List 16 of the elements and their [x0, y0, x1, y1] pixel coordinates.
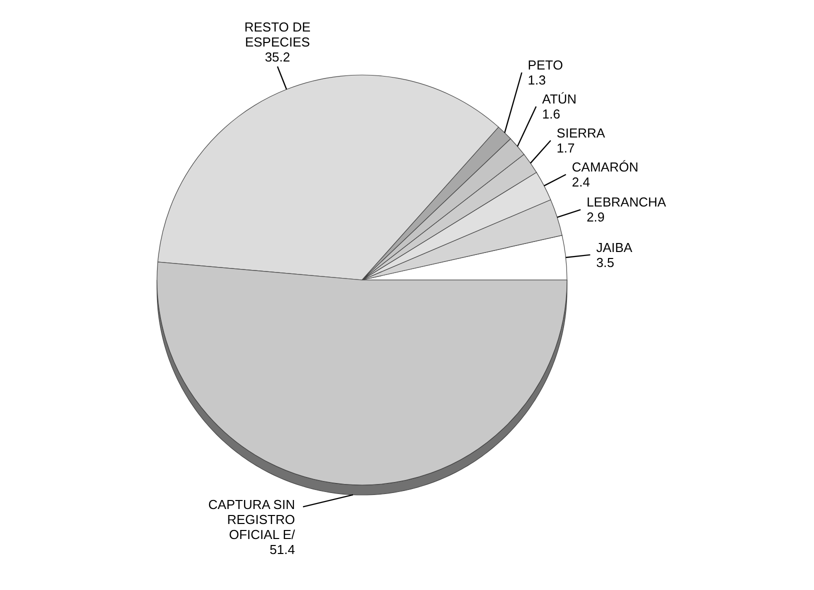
slice-label: CAMARÓN	[572, 159, 638, 174]
data-label: 1.3	[528, 72, 546, 88]
data-label: 1.6	[542, 106, 560, 122]
slice-label: ATÚN	[542, 91, 577, 106]
slice-label: PETO	[528, 57, 563, 72]
data-label: 2.4	[572, 174, 590, 190]
slice-label: SIERRA	[556, 125, 606, 140]
data-label: 51.4	[270, 542, 295, 557]
slice-label: LEBRANCHA	[586, 194, 666, 210]
slice-label: CAPTURA SIN REGISTRO OFICIAL E/	[208, 496, 296, 542]
data-label: 2.9	[586, 210, 605, 225]
data-label: 1.7	[556, 140, 575, 156]
slice-label: RESTO DE ESPECIES	[244, 20, 311, 50]
data-label: 35.2	[264, 50, 290, 65]
slice-label: JAIBA	[596, 240, 633, 255]
data-label: 3.5	[596, 254, 614, 270]
